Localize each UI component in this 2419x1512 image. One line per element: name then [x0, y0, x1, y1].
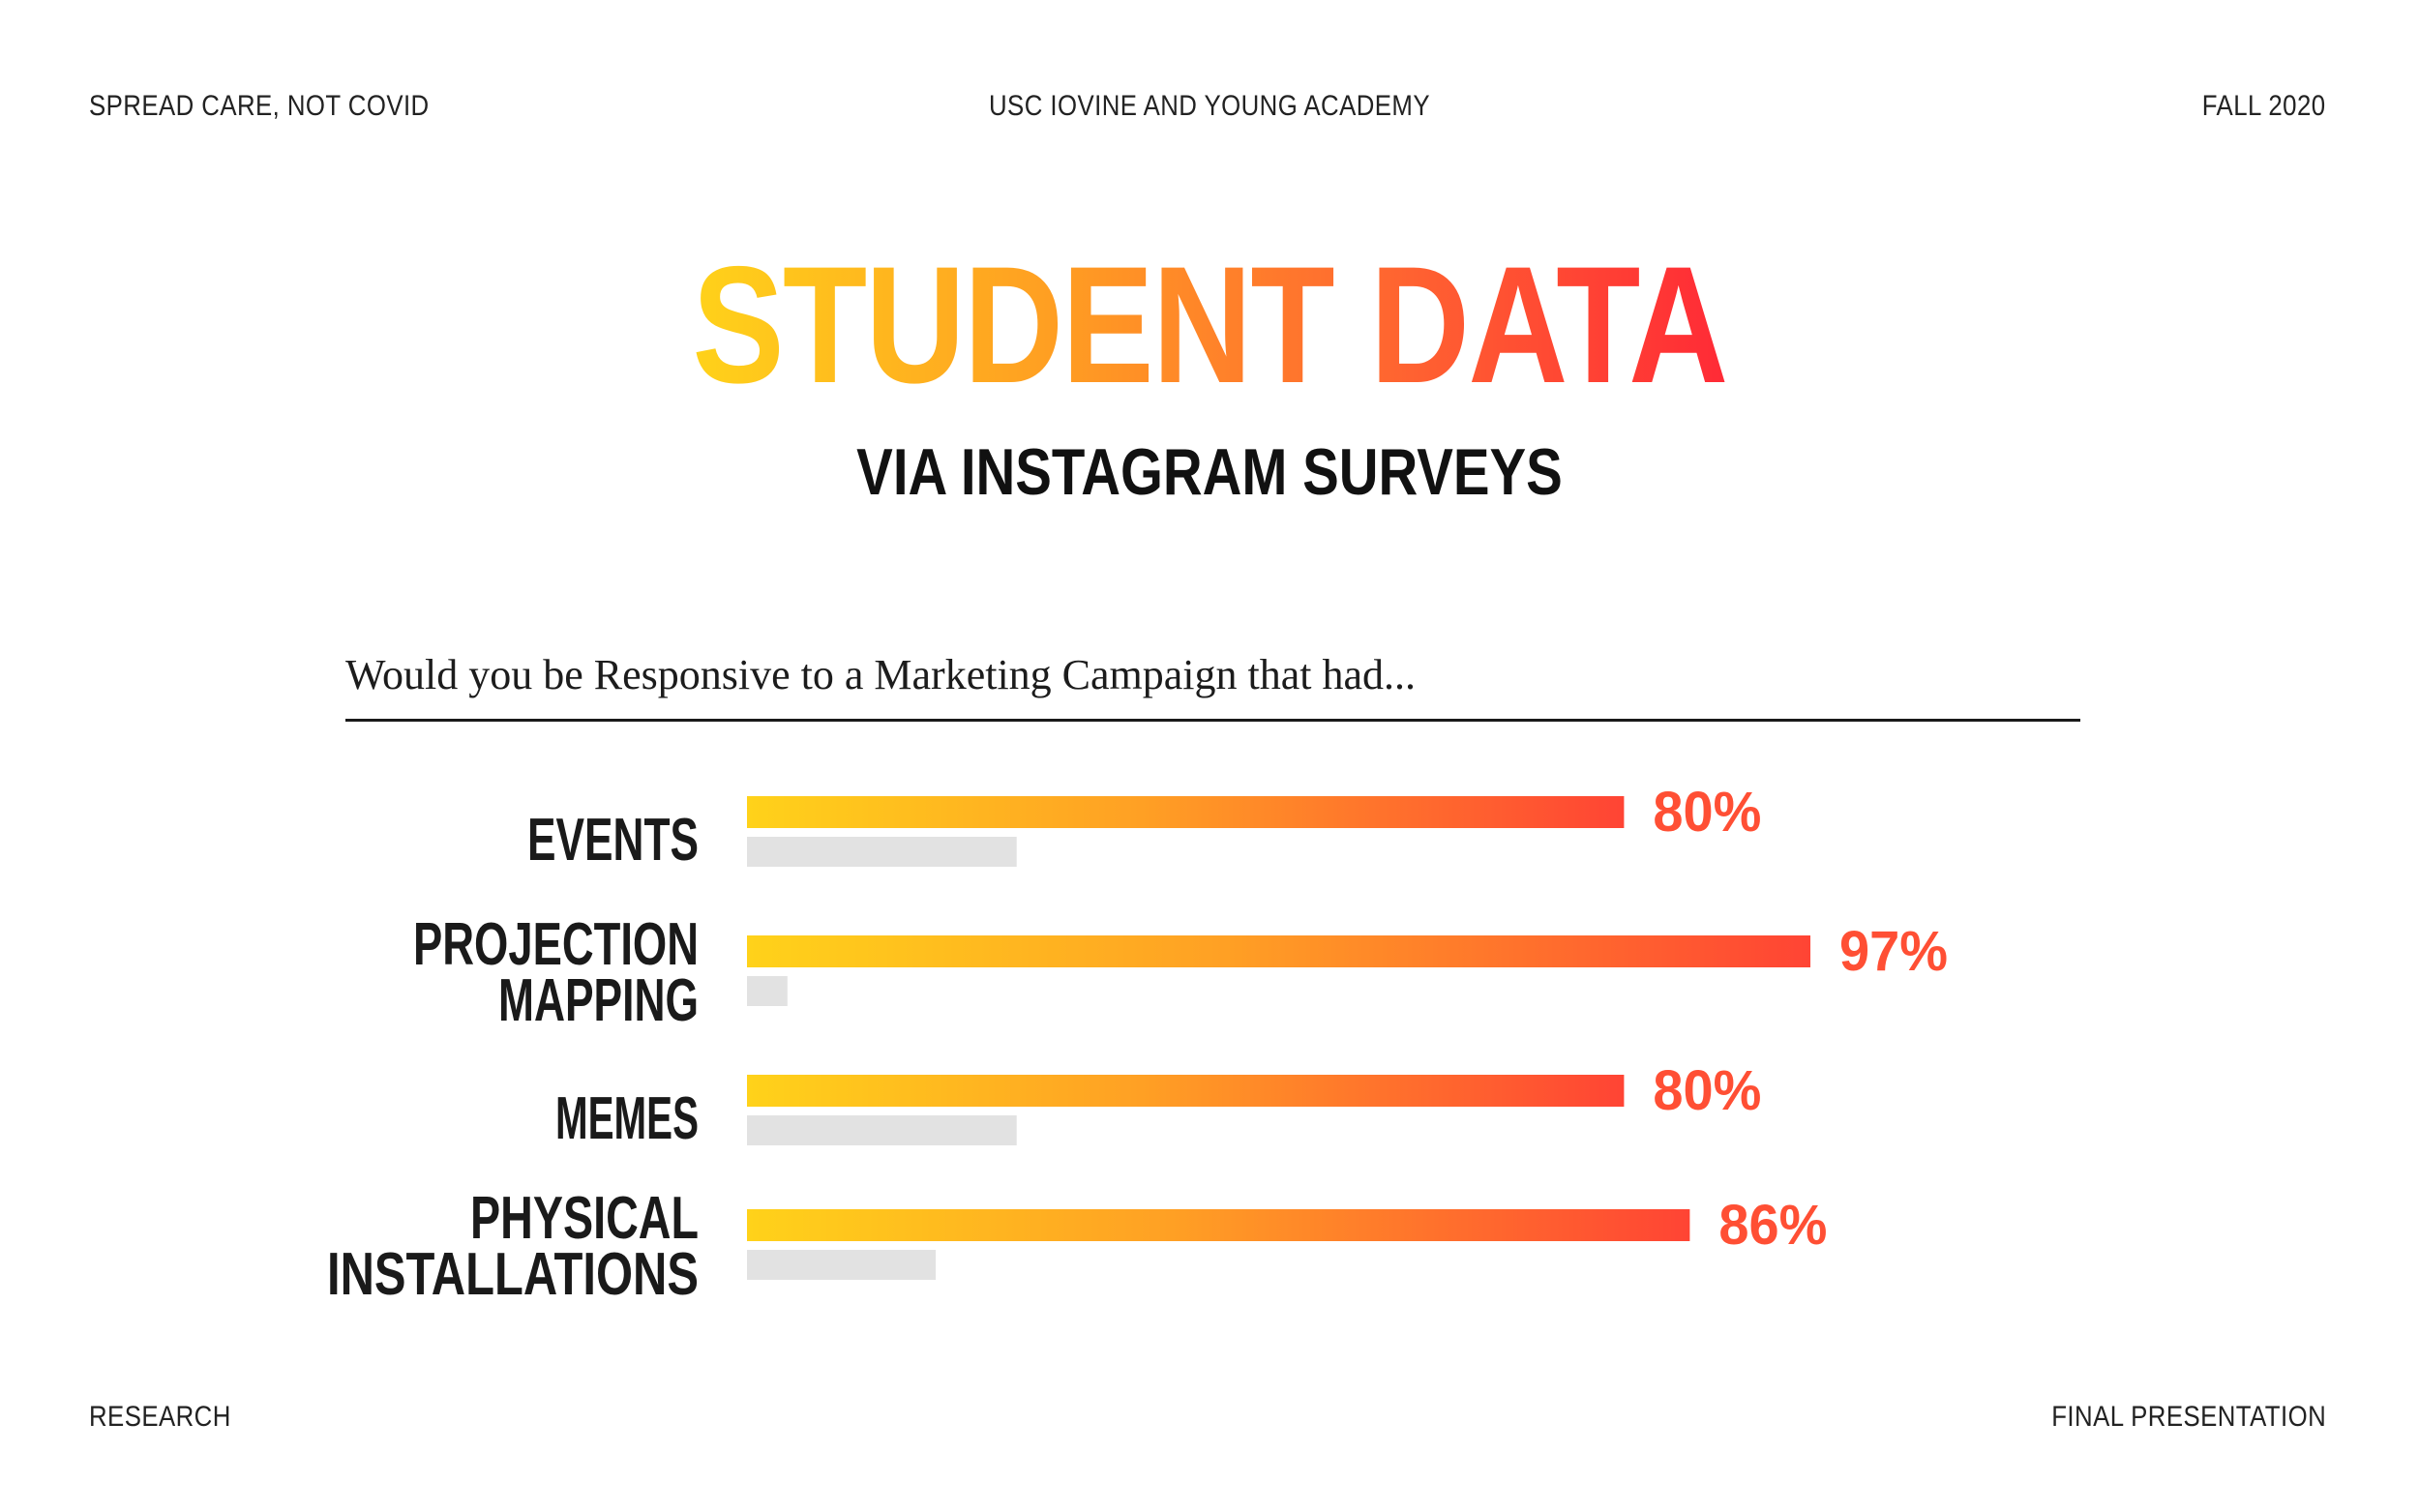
category-label-3-1: INSTALLATIONS	[327, 1241, 699, 1308]
page-subtitle: VIA INSTAGRAM SURVEYS	[856, 435, 1563, 509]
survey-question: Would you be Responsive to a Marketing C…	[345, 651, 1417, 698]
bar-0	[747, 796, 1625, 828]
complement-bar-1	[747, 976, 788, 1006]
bar-1	[747, 935, 1811, 967]
footer-left-text: RESEARCH	[89, 1401, 231, 1433]
complement-bar-2	[747, 1115, 1017, 1145]
page-title-text: STUDENT DATA	[692, 232, 1728, 418]
value-label-1: 97%	[1839, 920, 1948, 983]
complement-bar-0	[747, 837, 1017, 867]
header-right-text: FALL 2020	[2202, 90, 2326, 122]
footer-right-text: FINAL PRESENTATION	[2051, 1401, 2326, 1433]
category-label-1-0: PROJECTION	[413, 911, 699, 978]
category-label-2-0: MEMES	[555, 1085, 699, 1152]
header-center-text: USC IOVINE AND YOUNG ACADEMY	[988, 90, 1431, 122]
value-label-2: 80%	[1653, 1059, 1761, 1122]
value-label-0: 80%	[1653, 781, 1761, 844]
category-label-1-1: MAPPING	[498, 967, 699, 1034]
header-left-text: SPREAD CARE, NOT COVID	[89, 90, 430, 122]
bar-2	[747, 1075, 1625, 1107]
category-label-3-0: PHYSICAL	[470, 1185, 699, 1252]
value-label-3: 86%	[1718, 1194, 1827, 1257]
complement-bar-3	[747, 1250, 937, 1280]
page-title: STUDENT DATA	[206, 242, 2214, 408]
bar-3	[747, 1209, 1690, 1241]
category-label-0-0: EVENTS	[527, 807, 699, 874]
question-divider	[345, 719, 2080, 722]
